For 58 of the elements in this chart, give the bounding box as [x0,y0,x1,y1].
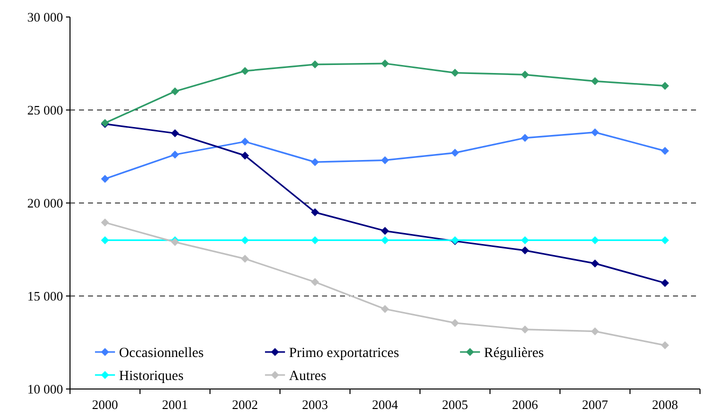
point [381,305,389,314]
point [451,318,459,327]
point [241,66,249,75]
point [521,246,529,254]
x-tick-label: 2000 [92,397,118,412]
x-tick-label: 2001 [162,397,188,412]
x-tick-label: 2007 [582,397,608,412]
point [171,150,179,159]
y-tick-label: 25 000 [27,102,63,118]
point [451,68,459,77]
y-tick-label: 20 000 [27,196,63,211]
x-tick-label: 2008 [652,397,678,412]
point [661,341,669,350]
point [521,70,529,79]
x-tick-label: 2002 [232,397,258,412]
point [381,226,389,235]
point [661,82,669,90]
point [241,236,249,244]
point [521,134,529,142]
point [591,236,599,244]
point [311,208,319,216]
legend-label: Historiques [119,368,184,384]
point [381,156,389,164]
point [241,138,249,146]
point [241,254,249,263]
point [171,87,179,96]
point [311,158,319,166]
point [381,236,389,244]
legend-label: Occasionnelles [119,346,204,361]
y-tick-label: 30 000 [27,10,63,25]
point [311,278,319,286]
point [661,146,669,155]
point [171,129,179,138]
x-tick-label: 2003 [302,397,328,412]
point [591,77,599,86]
point [381,60,389,68]
x-tick-label: 2005 [442,397,468,412]
x-tick-label: 2006 [512,397,538,412]
y-tick-label: 15 000 [27,288,63,304]
point [101,218,109,227]
point [591,327,599,336]
point [591,259,599,268]
legend-label: Régulières [484,346,544,361]
y-tick-label: 10 000 [27,382,63,397]
point [241,152,249,160]
point [521,325,529,334]
point [521,236,529,244]
point [661,236,669,244]
point [101,174,109,183]
legend-label: Autres [289,368,326,384]
legend-label: Primo exportatrices [289,346,400,361]
point [661,278,669,287]
point [451,148,459,157]
x-tick-label: 2004 [372,397,398,412]
point [591,128,599,136]
point [311,60,319,68]
point [311,236,319,244]
point [101,236,109,244]
